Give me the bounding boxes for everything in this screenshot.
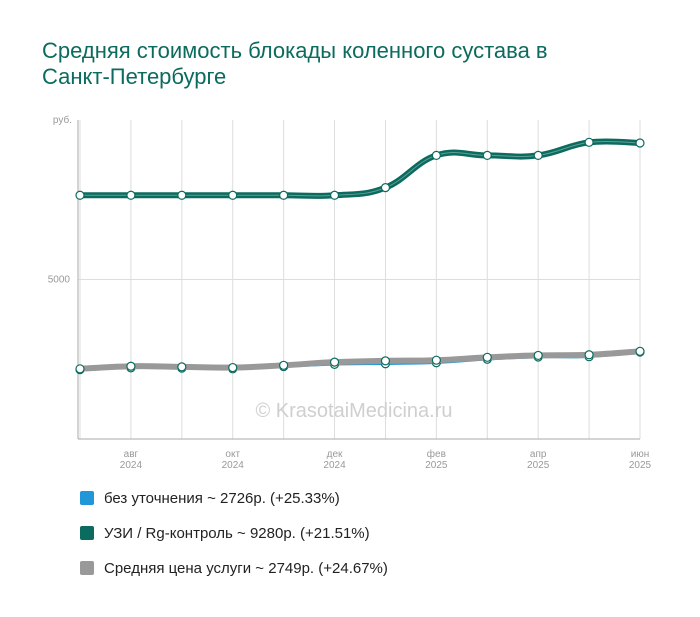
x-tick-month: апр [530,449,547,460]
series-1 [75,137,645,200]
data-point [126,190,136,200]
series-line-highlight [80,140,641,197]
data-point [177,362,187,372]
x-tick-year: 2024 [323,460,346,471]
chart-title: Средняя стоимость блокады коленного суст… [42,38,548,89]
data-point [482,150,492,161]
series-line [77,348,643,372]
x-tick-year: 2024 [222,460,245,471]
watermark: © KrasotaiMedicina.ru [255,400,452,422]
data-point [635,346,645,356]
data-point [380,183,391,193]
data-point [380,356,391,366]
x-tick-year: 2025 [527,460,550,471]
series-2 [75,346,645,374]
series-layer [75,137,645,375]
data-point [584,350,594,360]
x-tick-year: 2025 [629,460,652,471]
data-point [177,190,187,200]
legend-label: Средняя цена услуги ~ 2749р. (+24.67%) [104,559,388,577]
data-point [329,190,340,200]
series-line [77,138,643,199]
data-point [482,352,492,362]
legend-item[interactable]: УЗИ / Rg-контроль ~ 9280р. (+21.51%) [80,523,388,543]
data-point [228,362,238,373]
axes: 5000руб.авг2024окт2024дек2024фев2025апр2… [48,114,652,471]
data-point [126,361,136,371]
data-point [635,138,645,148]
legend-swatch [80,526,94,540]
data-point [75,190,85,200]
legend-label: УЗИ / Rg-контроль ~ 9280р. (+21.51%) [104,524,370,542]
data-point [431,355,441,365]
x-tick-month: дек [327,449,343,460]
x-tick-year: 2024 [120,460,143,471]
data-point [329,357,340,367]
legend-item[interactable]: Средняя цена услуги ~ 2749р. (+24.67%) [80,558,388,578]
x-tick-month: фев [427,448,446,460]
y-tick-label: 5000 [48,275,71,286]
grid [78,120,641,439]
legend: без уточнения ~ 2726р. (+25.33%) УЗИ / Rg… [80,488,388,593]
legend-swatch [80,561,94,575]
line-chart: 5000руб.авг2024окт2024дек2024фев2025апр2… [48,114,652,471]
x-tick-year: 2025 [425,460,448,471]
legend-label: без уточнения ~ 2726р. (+25.33%) [104,489,340,507]
data-point [228,190,238,200]
y-axis-label: руб. [53,114,72,126]
x-tick-month: июн [631,449,650,460]
legend-item[interactable]: без уточнения ~ 2726р. (+25.33%) [80,488,388,508]
data-point [584,137,594,147]
data-point [533,150,543,161]
data-point [431,150,441,161]
data-point [533,350,543,361]
x-tick-month: авг [124,449,139,460]
data-point [75,364,85,374]
legend-swatch [80,491,94,505]
data-point [279,190,289,200]
data-point [279,360,289,370]
x-tick-month: окт [225,449,240,460]
